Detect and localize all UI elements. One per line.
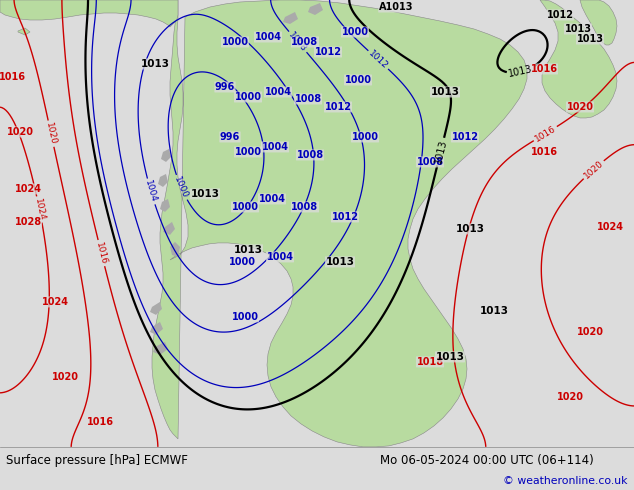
- Text: 1013: 1013: [508, 64, 534, 79]
- Text: 1013: 1013: [190, 189, 219, 199]
- Text: 1000: 1000: [221, 37, 249, 47]
- Text: 1024: 1024: [597, 222, 623, 232]
- Polygon shape: [150, 322, 163, 335]
- Polygon shape: [152, 0, 527, 447]
- Text: 1016: 1016: [0, 72, 25, 82]
- Text: 1008: 1008: [292, 202, 318, 212]
- Polygon shape: [160, 199, 170, 212]
- Text: 1012: 1012: [451, 132, 479, 142]
- Text: 1012: 1012: [332, 212, 358, 222]
- Text: 1013: 1013: [325, 257, 354, 267]
- Text: 1020: 1020: [557, 392, 583, 402]
- Text: 1012: 1012: [367, 49, 390, 71]
- Text: 1020: 1020: [582, 159, 605, 180]
- Text: 1020: 1020: [6, 127, 34, 137]
- Polygon shape: [161, 149, 171, 162]
- Text: 1016: 1016: [531, 147, 557, 157]
- Text: 1000: 1000: [228, 257, 256, 267]
- Text: 1013: 1013: [564, 24, 592, 34]
- Polygon shape: [170, 242, 180, 257]
- Text: 1024: 1024: [41, 297, 68, 307]
- Polygon shape: [0, 0, 178, 27]
- Text: 1008: 1008: [294, 94, 321, 104]
- Text: 1008: 1008: [417, 157, 444, 167]
- Text: 1020: 1020: [51, 372, 79, 382]
- Text: 1004: 1004: [143, 179, 158, 204]
- Text: 1008: 1008: [297, 150, 323, 160]
- Text: 1004: 1004: [264, 87, 292, 97]
- Text: 1028: 1028: [15, 217, 42, 227]
- Text: 996: 996: [220, 132, 240, 142]
- Text: 1020: 1020: [576, 327, 604, 337]
- Text: 1018: 1018: [417, 357, 444, 367]
- Text: 1004: 1004: [254, 32, 281, 42]
- Text: 1004: 1004: [261, 142, 288, 152]
- Text: 1000: 1000: [235, 147, 261, 157]
- Text: 996: 996: [215, 82, 235, 92]
- Text: 1000: 1000: [231, 312, 259, 322]
- Text: 1016: 1016: [531, 64, 557, 74]
- Text: 1004: 1004: [259, 194, 285, 204]
- Text: 1000: 1000: [351, 132, 378, 142]
- Text: 1024: 1024: [15, 184, 41, 194]
- Text: 1013: 1013: [233, 245, 262, 255]
- Text: 1000: 1000: [344, 75, 372, 85]
- Text: 1020: 1020: [567, 102, 593, 112]
- Text: 1016: 1016: [94, 241, 108, 266]
- Text: 1013: 1013: [436, 352, 465, 362]
- Polygon shape: [158, 174, 168, 187]
- Polygon shape: [540, 0, 617, 118]
- Text: 1008: 1008: [292, 37, 318, 47]
- Text: 1013: 1013: [430, 87, 460, 97]
- Text: 1016: 1016: [533, 124, 557, 144]
- Text: A1013: A1013: [378, 2, 413, 12]
- Text: Mo 06-05-2024 00:00 UTC (06+114): Mo 06-05-2024 00:00 UTC (06+114): [380, 454, 594, 467]
- Text: 1013: 1013: [433, 139, 448, 165]
- Text: 1000: 1000: [342, 27, 368, 37]
- Text: 1008: 1008: [287, 30, 309, 53]
- Text: 1013: 1013: [455, 224, 484, 234]
- Text: © weatheronline.co.uk: © weatheronline.co.uk: [503, 475, 628, 486]
- Text: Surface pressure [hPa] ECMWF: Surface pressure [hPa] ECMWF: [6, 454, 188, 467]
- Text: 1024: 1024: [33, 197, 46, 221]
- Polygon shape: [580, 0, 617, 45]
- Polygon shape: [163, 222, 175, 235]
- Text: 1020: 1020: [44, 122, 58, 146]
- Polygon shape: [283, 12, 298, 24]
- Polygon shape: [18, 28, 30, 35]
- Text: 1000: 1000: [235, 92, 261, 102]
- Text: 1016: 1016: [86, 417, 113, 427]
- Polygon shape: [150, 302, 162, 315]
- Text: 1000: 1000: [172, 175, 190, 200]
- Text: 1004: 1004: [266, 252, 294, 262]
- Text: 1012: 1012: [325, 102, 351, 112]
- Text: 1013: 1013: [576, 34, 604, 44]
- Polygon shape: [308, 3, 323, 15]
- Polygon shape: [153, 342, 168, 355]
- Text: 1012: 1012: [547, 10, 574, 20]
- Text: 1000: 1000: [231, 202, 259, 212]
- Text: 1012: 1012: [314, 47, 342, 57]
- Text: 1013: 1013: [141, 59, 169, 69]
- Text: 1013: 1013: [479, 306, 508, 316]
